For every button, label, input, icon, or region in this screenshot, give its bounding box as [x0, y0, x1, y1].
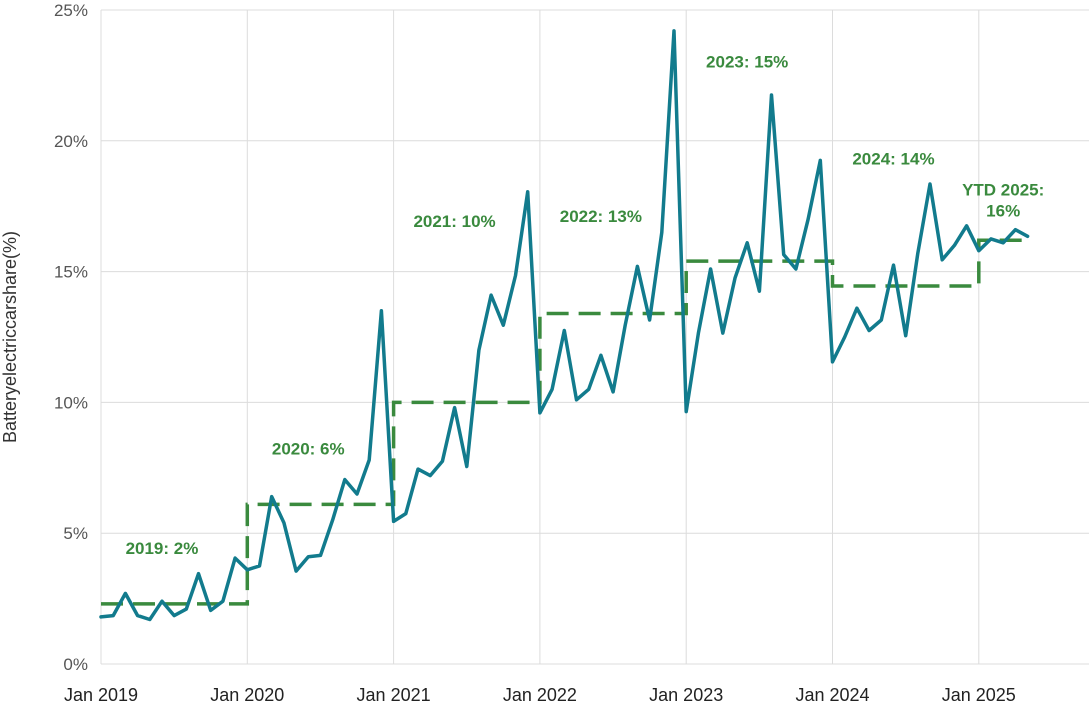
y-tick-label: 15% — [54, 263, 88, 282]
x-axis-ticks: Jan 2019 Jan 2020 Jan 2021 Jan 2022 Jan 2023… — [64, 685, 1016, 705]
monthly-share-line — [99, 29, 1030, 622]
monthly-share-series — [99, 29, 1030, 622]
y-axis-title: Batteryelectriccarshare(%) — [0, 231, 20, 443]
y-axis-ticks: 0% 5% 10% 15% 20% 25% — [54, 1, 88, 674]
x-tick-label: Jan 2024 — [795, 685, 869, 705]
y-tick-label: 10% — [54, 393, 88, 412]
annotations: 2019: 2% 2020: 6% 2021: 10% 2022: 13% 2023: … — [126, 53, 1045, 559]
annotation-label: 2019: 2% — [126, 539, 199, 558]
annotation-label: 2021: 10% — [413, 212, 495, 231]
x-tick-label: Jan 2021 — [357, 685, 431, 705]
annotation-label: 2024: 14% — [852, 149, 934, 168]
x-tick-label: Jan 2019 — [64, 685, 138, 705]
x-tick-label: Jan 2023 — [649, 685, 723, 705]
y-tick-label: 0% — [63, 655, 88, 674]
x-tick-label: Jan 2020 — [210, 685, 284, 705]
annotation-line: 16% — [986, 202, 1020, 221]
annotation-label: YTD 2025: 16% — [962, 181, 1044, 221]
y-tick-label: 25% — [54, 1, 88, 20]
y-tick-label: 5% — [63, 524, 88, 543]
gridlines — [100, 9, 1089, 665]
annotation-label: 2020: 6% — [272, 440, 345, 459]
annotation-line: YTD 2025: — [962, 181, 1044, 200]
x-tick-label: Jan 2025 — [942, 685, 1016, 705]
y-tick-label: 20% — [54, 132, 88, 151]
annotation-label: 2023: 15% — [706, 53, 788, 72]
x-tick-label: Jan 2022 — [503, 685, 577, 705]
annotation-label: 2022: 13% — [560, 207, 642, 226]
